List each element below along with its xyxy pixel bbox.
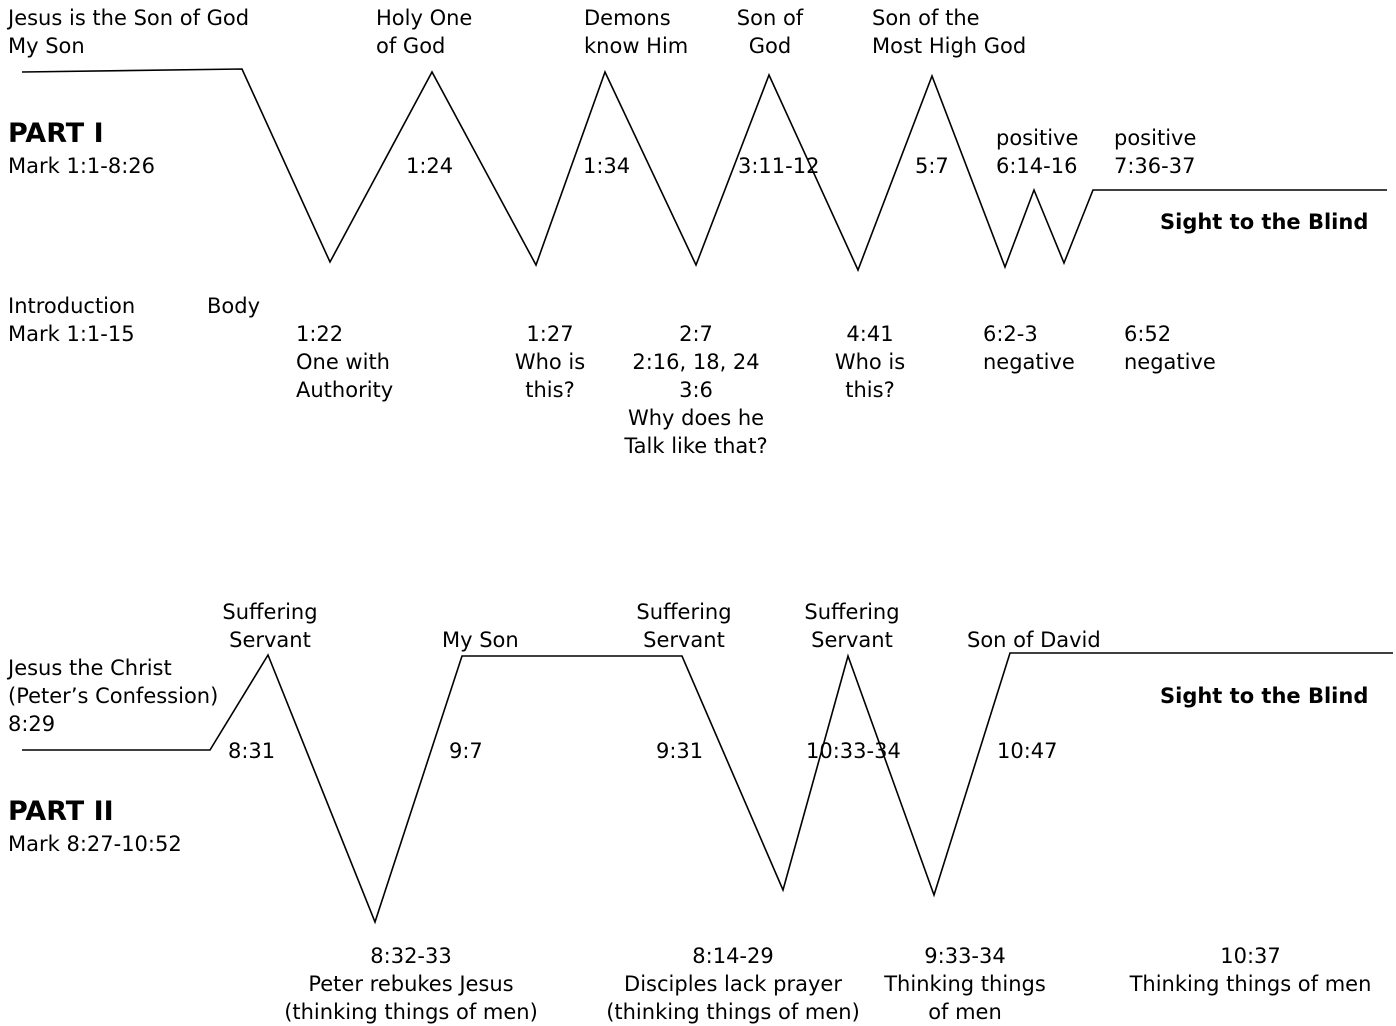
part2-peak-title-3: Suffering Servant <box>636 600 732 652</box>
part2-confession-line1: Jesus the Christ <box>8 656 172 680</box>
part2-path <box>22 652 1393 925</box>
part1-valley-5: 6:2-3 negative <box>983 322 1075 374</box>
part2-range: Mark 8:27-10:52 <box>8 832 182 856</box>
part2-valley-4: 10:37 Thinking things of men <box>1129 944 1372 996</box>
part2-title: PART II <box>8 796 114 827</box>
part2-peak-ref-4: 10:33-34 <box>806 739 901 763</box>
part2-peak-ref-1: 8:31 <box>228 739 276 763</box>
part2-confession-line2: (Peter’s Confession) <box>8 684 219 708</box>
part1-peak-title-3: Son of God <box>736 6 804 58</box>
part1-peak-title-4: Son of the Most High God <box>872 6 1027 58</box>
part1-peak-ref-1: 1:24 <box>406 154 454 178</box>
part1-peak-6: positive 7:36-37 <box>1114 126 1197 178</box>
part1-valley-3: 2:7 2:16, 18, 24 3:6 Why does he Talk li… <box>624 322 768 458</box>
part2-peak-ref-2: 9:7 <box>449 739 483 763</box>
part1-peak-title-2: Demons know Him <box>584 6 689 58</box>
part1-valley-4: 4:41 Who is this? <box>834 322 906 402</box>
part1-peak-ref-4: 5:7 <box>915 154 949 178</box>
part2-valley-3: 9:33-34 Thinking things of men <box>884 944 1046 1024</box>
part2-peak-title-1: Suffering Servant <box>222 600 318 652</box>
part2-sight-label: Sight to the Blind <box>1160 684 1369 708</box>
part1-intro: Introduction <box>8 294 136 318</box>
part2-confession-ref: 8:29 <box>8 712 56 736</box>
part2-valley-2: 8:14-29 Disciples lack prayer (thinking … <box>606 944 860 1024</box>
part1-theme-line2: My Son <box>8 34 85 58</box>
part1-valley-1: 1:22 One with Authority <box>296 322 394 402</box>
part1-peak-ref-2: 1:34 <box>583 154 631 178</box>
part1-sight-label: Sight to the Blind <box>1160 210 1369 234</box>
part2-peak-title-5: Son of David <box>967 628 1101 652</box>
part2-peak-ref-3: 9:31 <box>656 739 704 763</box>
part1-theme-line1: Jesus is the Son of God <box>8 6 250 30</box>
part2-peak-title-2: My Son <box>442 628 519 652</box>
part1-valley-6: 6:52 negative <box>1124 322 1216 374</box>
part1-valley-2: 1:27 Who is this? <box>514 322 586 402</box>
part1-range: Mark 1:1-8:26 <box>8 154 155 178</box>
part2-peak-ref-5: 10:47 <box>997 739 1058 763</box>
part1-peak-5: positive 6:14-16 <box>996 126 1079 178</box>
part2-peak-title-4: Suffering Servant <box>804 600 900 652</box>
part1-peak-ref-3: 3:11-12 <box>738 154 820 178</box>
part1-intro-range: Mark 1:1-15 <box>8 322 135 346</box>
part1-path <box>21 68 1387 273</box>
part2-valley-1: 8:32-33 Peter rebukes Jesus (thinking th… <box>284 944 538 1024</box>
part1-body: Body <box>207 294 261 318</box>
part1-title: PART I <box>8 118 104 149</box>
part1-peak-title-1: Holy One of God <box>376 6 473 58</box>
